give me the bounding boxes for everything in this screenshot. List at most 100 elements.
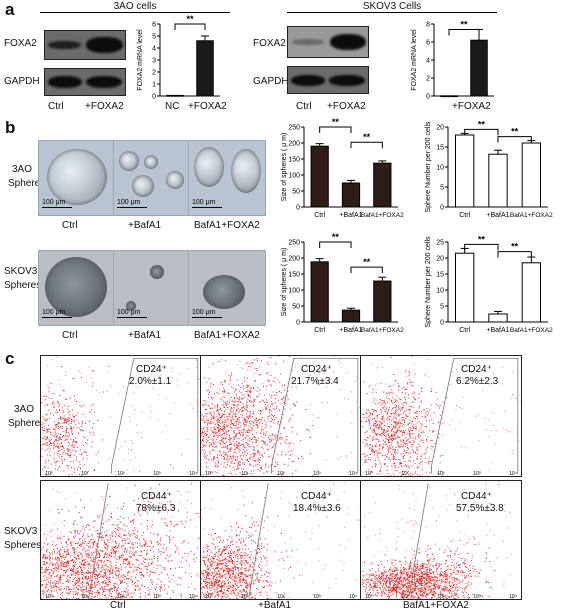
cond-ctrl-b1: Ctrl [62, 220, 78, 231]
scatter-points [201, 356, 361, 476]
y-tick-label: 0 [440, 320, 444, 327]
row-label-skov3-c-l1: SKOV3 [4, 526, 38, 537]
y-axis-label: Sphere Number per 200 cells [425, 121, 432, 213]
bar [196, 40, 214, 97]
bar [455, 252, 475, 323]
x-tick-label: 10⁰ [205, 471, 213, 476]
row-label-skov3-c-l2: Spheres [4, 540, 42, 551]
significance-label: ** [478, 234, 486, 244]
bar [373, 162, 392, 208]
blot-skov3-gapdh [287, 66, 369, 94]
y-tick-label: 50 [292, 304, 300, 311]
gapdh-label-left: GAPDH [4, 76, 40, 87]
x-tick-label: 10⁰ [365, 471, 373, 476]
gate-line [408, 483, 429, 597]
row-label-3ao-c-l1: 3AO [14, 404, 35, 415]
y-tick-label: 6 [426, 40, 430, 47]
marker-cd24: CD24⁺ [136, 364, 167, 375]
cond-both-b2: BafA1+FOXA2 [194, 330, 260, 341]
y-axis-label: FOXA2 mRNA level [411, 29, 418, 91]
flow-skov3-ctrl: 10⁰ 10¹ 10² 10³ 10⁴ CD44⁺ 78%±6.3 [40, 480, 202, 600]
bar [310, 261, 329, 323]
y-tick-label: 2 [426, 76, 430, 83]
significance-bracket [350, 141, 383, 149]
x-tick-label: 10¹ [81, 594, 89, 599]
y-axis-label: Size of spheres ( μ m) [281, 248, 288, 317]
flow-value: 18.4%±3.6 [293, 503, 341, 514]
x-tick-label: 10³ [313, 471, 321, 476]
x-tick-label: 10³ [153, 594, 161, 599]
y-axis-label: FOXA2 mRNA level [137, 29, 144, 91]
y-tick-label: 200 [288, 256, 300, 263]
foxa2-label-left: FOXA2 [4, 38, 37, 49]
cond-baf-b1: +BafA1 [128, 220, 162, 231]
x-tick-label: 10⁴ [509, 594, 517, 599]
lane-ctrl-skov3: Ctrl [296, 101, 312, 112]
y-tick-label: 15 [436, 145, 444, 152]
section-a-left-title: 3AO cells [113, 1, 157, 12]
flow-value: 21.7%±3.4 [291, 376, 339, 387]
significance-bracket [174, 23, 206, 30]
x-tick-label: 10² [277, 594, 285, 599]
y-tick-label: 0 [426, 94, 430, 101]
micrograph-3ao-ctrl: 100 μm [38, 140, 114, 216]
x-tick-label: 10¹ [241, 594, 249, 599]
cond-ctrl-b2: Ctrl [62, 330, 78, 341]
x-tick-label: 10⁴ [349, 594, 357, 599]
flow-value: 78%±6.3 [136, 503, 176, 514]
significance-label: ** [332, 232, 340, 242]
x-tick-label: 10¹ [81, 471, 89, 476]
x-tick-label: 10³ [473, 471, 481, 476]
y-tick-label: 5 [440, 304, 444, 311]
y-tick-label: 15 [436, 272, 444, 279]
y-tick-label: 8 [426, 22, 430, 29]
bar [521, 262, 541, 323]
y-tick-label: 25 [436, 240, 444, 247]
x-tick-label: 10⁰ [45, 594, 53, 599]
x-tick-label: 10⁰ [45, 471, 53, 476]
bar [488, 153, 508, 208]
row-label-skov3-c: SKOV3 Spheres [4, 525, 41, 553]
y-tick-label: 20 [436, 256, 444, 263]
foxa2-label-right: FOXA2 [253, 38, 286, 49]
y-tick-label: 2 [152, 70, 156, 77]
micrograph-skov3-ctrl: 100 μm [38, 250, 114, 326]
category-label: +BafA1 [339, 212, 362, 219]
cond-baf-b2: +BafA1 [128, 330, 162, 341]
gate-polygon [111, 358, 199, 474]
bar [373, 280, 392, 323]
category-label: Ctrl [314, 327, 325, 334]
x-tick-label: 10⁴ [349, 471, 357, 476]
significance-bracket [464, 243, 499, 251]
significance-bracket [350, 266, 383, 274]
scatter-points [361, 481, 516, 599]
significance-bracket [448, 28, 480, 36]
flow-3ao-bafa1-foxa2: 10⁰ 10¹ 10² 10³ 10⁴ CD24⁺ 6.2%±2.3 [360, 355, 522, 477]
chart-skov3-mrna: 0 2 4 6 8 FOXA2 mRNA level ** [411, 19, 494, 101]
x-tick-label: 10⁴ [189, 471, 197, 476]
chart-3ao-mrna: 0 1 2 3 4 5 6 FOXA2 mRNA level ** [137, 14, 220, 101]
bar [341, 309, 361, 323]
x-tick-label: 10⁴ [509, 471, 517, 476]
y-tick-label: 100 [288, 173, 300, 180]
category-label: BafA1+FOXA2 [510, 212, 553, 219]
significance-label: ** [511, 127, 519, 137]
gate-polygon [271, 358, 359, 474]
title-3ao-underline: 3AO cells [40, 1, 230, 13]
chart-3ao-number: 0 5 10 15 20 Sphere Number per 200 cells Ctrl +… [425, 119, 553, 219]
category-label: BafA1+FOXA2 [361, 327, 404, 334]
scale-label: 100 μm [117, 309, 141, 316]
scale-label: 100 μm [117, 199, 141, 206]
category-label: Ctrl [459, 212, 470, 219]
y-tick-label: 250 [288, 125, 300, 132]
bar [488, 313, 508, 323]
category-label: BafA1+FOXA2 [510, 327, 553, 334]
significance-bracket [319, 126, 352, 133]
significance-label: ** [511, 242, 519, 252]
x-tick-label: 10² [117, 594, 125, 599]
micrograph-3ao-bafa1: 100 μm [113, 140, 189, 216]
gate-polygon [431, 358, 519, 474]
x-tick-label: 10³ [313, 594, 321, 599]
significance-bracket [497, 251, 532, 258]
marker-cd24: CD24⁺ [461, 364, 492, 375]
